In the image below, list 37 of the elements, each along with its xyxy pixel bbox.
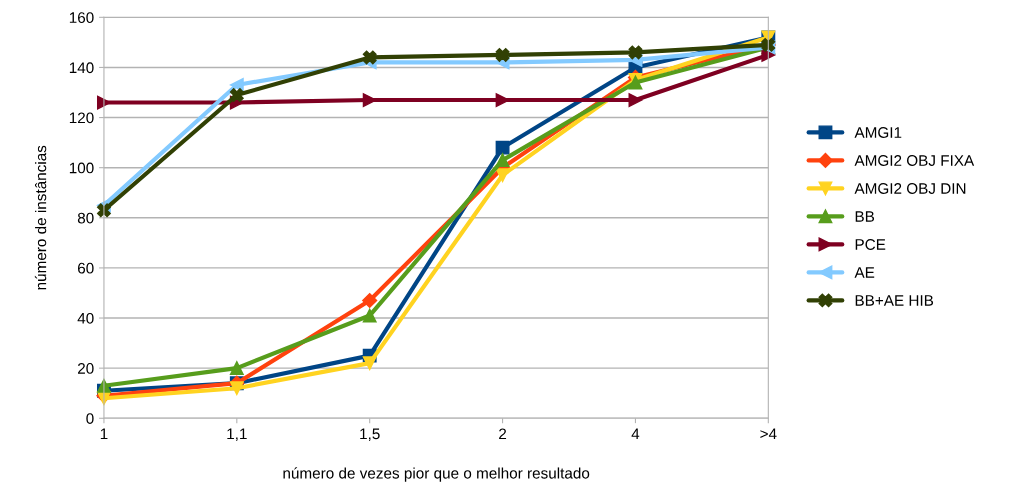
- point: [628, 45, 643, 60]
- y-tick-label: 160: [69, 12, 94, 24]
- point: [628, 93, 643, 107]
- x-tick-label: >4: [760, 428, 777, 440]
- point: [229, 78, 244, 92]
- legend-label: PCE: [855, 239, 886, 250]
- point: [229, 88, 244, 102]
- legend-label: AMGI2 OBJ DIN: [854, 183, 966, 194]
- point: [495, 47, 510, 62]
- point: [362, 356, 377, 371]
- y-tick-label: 80: [77, 212, 94, 224]
- x-tick-label: 1: [100, 428, 108, 440]
- y-tick-label: 100: [69, 162, 94, 174]
- x-tick-label: 2: [499, 428, 507, 440]
- x-tick-label: 1,1: [227, 428, 247, 442]
- legend-label: AMGI2 OBJ FIXA: [854, 155, 975, 166]
- y-tick-label: 60: [78, 262, 94, 274]
- legend-label: BB: [855, 211, 875, 222]
- point: [362, 308, 377, 323]
- y-axis-title: número de instâncias: [34, 145, 47, 290]
- point: [495, 140, 510, 155]
- x-tick-label: 1,5: [360, 428, 380, 442]
- point: [96, 95, 111, 110]
- y-tick-label: 40: [77, 312, 94, 324]
- point: [229, 361, 244, 376]
- y-tick-label: 20: [77, 363, 94, 374]
- x-axis-title: número de vezes pior que o melhor resultado: [283, 467, 590, 482]
- y-tick-label: 140: [69, 62, 94, 74]
- legend-label: AMGI1: [854, 127, 902, 138]
- y-tick-label: 0: [86, 413, 94, 424]
- legend-label: AE: [854, 267, 875, 278]
- y-tick-label: 120: [69, 112, 94, 124]
- point: [362, 50, 377, 65]
- legend-label: BB+AE HIB: [855, 295, 934, 306]
- point: [362, 292, 378, 309]
- x-tick-label: 4: [631, 428, 640, 440]
- point: [229, 381, 244, 396]
